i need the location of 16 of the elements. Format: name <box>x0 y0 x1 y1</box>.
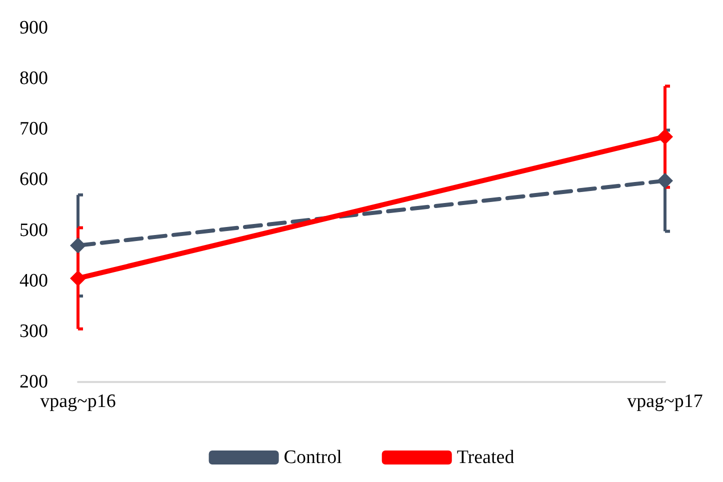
x-tick-label: vpag~p16 <box>40 391 116 412</box>
y-tick-label: 200 <box>20 372 48 392</box>
y-tick-label: 300 <box>20 320 48 342</box>
y-tick-label: 900 <box>20 18 48 38</box>
y-tick-label: 400 <box>20 270 48 292</box>
point <box>70 270 86 286</box>
point <box>70 237 86 254</box>
y-tick-label: 700 <box>20 118 48 140</box>
point <box>657 172 673 189</box>
y-tick-label: 800 <box>20 68 48 90</box>
y-tick-label: 500 <box>20 220 48 241</box>
legend-label: Control <box>284 447 342 468</box>
x-tick-label: vpag~p17 <box>627 391 703 412</box>
y-tick-label: 600 <box>20 169 48 190</box>
point <box>657 128 673 145</box>
legend-label: Treated <box>456 447 515 468</box>
